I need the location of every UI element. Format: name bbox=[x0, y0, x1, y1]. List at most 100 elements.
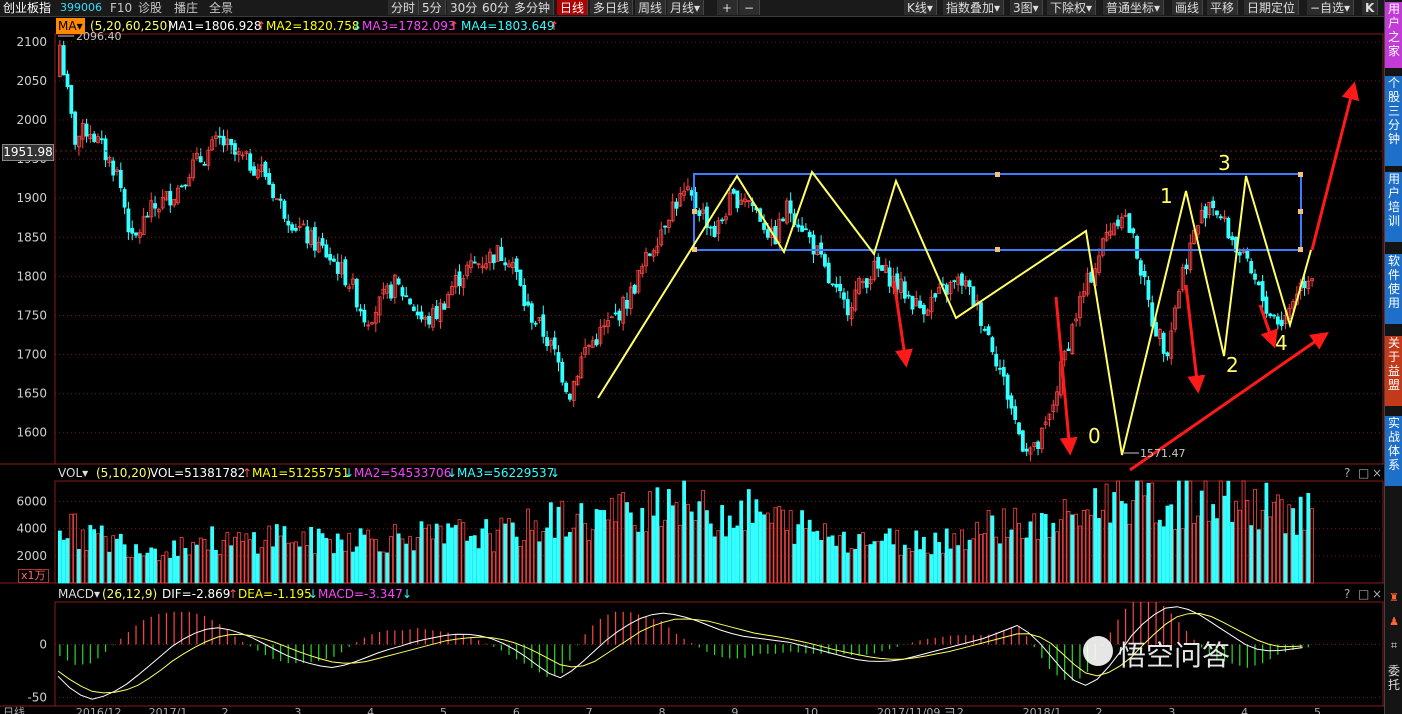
watchlist-dropdown[interactable]: −自选▾ bbox=[1307, 0, 1355, 15]
candle-body bbox=[986, 326, 991, 336]
volume-bar bbox=[1165, 505, 1170, 584]
vol-help-button[interactable]: ? bbox=[1344, 466, 1351, 480]
volume-bar bbox=[255, 553, 260, 584]
volume-bar bbox=[967, 539, 972, 584]
side-tab-user-training[interactable]: 用户培训 bbox=[1385, 172, 1402, 242]
menu-panorama[interactable]: 全景 bbox=[209, 1, 234, 15]
person-icon[interactable]: ♟ bbox=[1389, 615, 1399, 628]
date-locate-button[interactable]: 日期定位 bbox=[1244, 0, 1300, 15]
candle-body bbox=[1123, 214, 1128, 217]
ex-rights-dropdown[interactable]: 下除权▾ bbox=[1047, 0, 1097, 15]
candle-body bbox=[823, 254, 827, 267]
volume-bar bbox=[906, 548, 911, 584]
vol-close-button[interactable]: × bbox=[1372, 466, 1383, 480]
index-overlay-dropdown[interactable]: 指数叠加▾ bbox=[943, 0, 1005, 15]
menu-f10[interactable]: F10 bbox=[110, 1, 133, 15]
volume-bar bbox=[994, 536, 999, 584]
volume-bar bbox=[80, 529, 85, 584]
volume-bar bbox=[507, 518, 511, 584]
pan-button[interactable]: 平移 bbox=[1207, 0, 1239, 15]
crop-icon[interactable]: ⌗ bbox=[1390, 639, 1398, 652]
macd-indicator-button[interactable]: MACD▾ bbox=[58, 587, 100, 601]
volume-bar bbox=[819, 539, 824, 584]
volume-bar bbox=[354, 546, 359, 584]
vol-maximize-button[interactable]: □ bbox=[1358, 466, 1370, 480]
date-axis-label: 10 bbox=[804, 706, 818, 714]
side-tool-order[interactable]: 委托 bbox=[1387, 664, 1400, 692]
volume-bar bbox=[571, 527, 576, 584]
candle-body bbox=[141, 216, 146, 235]
three-charts-dropdown[interactable]: 3图▾ bbox=[1010, 0, 1043, 15]
candle-body bbox=[446, 294, 451, 309]
coordinate-dropdown[interactable]: 普通坐标▾ bbox=[1103, 0, 1165, 15]
volume-bar bbox=[503, 523, 508, 584]
wave-zigzag-line[interactable] bbox=[597, 169, 1312, 456]
volume-bar bbox=[240, 541, 245, 584]
period-60min[interactable]: 60分 bbox=[479, 0, 514, 15]
macd-maximize-button[interactable]: □ bbox=[1358, 587, 1370, 601]
volume-bar bbox=[1222, 495, 1227, 584]
period-minute[interactable]: 分时 bbox=[388, 0, 420, 15]
volume-bar bbox=[495, 529, 500, 584]
candle-body bbox=[183, 184, 188, 187]
candle-body bbox=[438, 302, 443, 323]
volume-bar bbox=[1100, 509, 1105, 584]
period-multi-day[interactable]: 多日线 bbox=[590, 0, 634, 15]
zoom-in-button[interactable]: + bbox=[717, 0, 738, 15]
candle-body bbox=[309, 230, 314, 246]
vol-ma2-value: MA2=54533706 bbox=[354, 466, 452, 480]
candle-body bbox=[1146, 280, 1151, 300]
range-box[interactable] bbox=[692, 172, 1303, 252]
ma-indicator-button[interactable]: MA▾ bbox=[56, 18, 85, 34]
volume-bar bbox=[880, 540, 884, 584]
period-daily[interactable]: 日线 bbox=[557, 0, 589, 15]
candle-body bbox=[293, 227, 298, 231]
candle-body bbox=[434, 306, 439, 319]
volume-bar bbox=[309, 526, 314, 584]
side-tab-stock-3min[interactable]: 个股三分钟 bbox=[1385, 76, 1402, 166]
macd-help-button[interactable]: ? bbox=[1344, 587, 1351, 601]
wave-labels: 0 1 2 3 4 bbox=[1088, 151, 1288, 448]
kline-dropdown[interactable]: K线▾ bbox=[904, 0, 937, 15]
volume-tick-label: 4000 bbox=[16, 522, 47, 536]
candle-body bbox=[902, 281, 907, 299]
menu-bozhuang[interactable]: 播庄 bbox=[174, 1, 199, 15]
candle-body bbox=[887, 267, 892, 287]
candle-body bbox=[872, 260, 877, 280]
volume-bar bbox=[358, 528, 363, 584]
candle-body bbox=[1173, 307, 1177, 330]
side-tab-user-home[interactable]: 用户之家 bbox=[1385, 2, 1402, 68]
k-logo-button[interactable]: K bbox=[1362, 0, 1379, 15]
period-monthly[interactable]: 月线▾ bbox=[667, 0, 705, 15]
candle-body bbox=[362, 309, 367, 323]
candle-body bbox=[533, 322, 538, 325]
candle-body bbox=[1157, 329, 1162, 340]
candle-body bbox=[484, 263, 489, 269]
date-axis-label: 3 bbox=[294, 706, 301, 714]
side-tab-practice-system[interactable]: 实战体系 bbox=[1385, 416, 1402, 486]
macd-close-button[interactable]: × bbox=[1372, 587, 1383, 601]
candle-body bbox=[963, 280, 968, 287]
vol-indicator-button[interactable]: VOL▾ bbox=[58, 466, 89, 480]
period-5min[interactable]: 5分 bbox=[419, 0, 446, 15]
zoom-out-button[interactable]: − bbox=[739, 0, 760, 15]
candlestick-series bbox=[58, 39, 1314, 462]
volume-bar bbox=[864, 544, 869, 584]
candle-body bbox=[122, 189, 127, 208]
volume-bar bbox=[956, 545, 961, 584]
volume-bar bbox=[1009, 529, 1014, 584]
side-tab-about[interactable]: 关于益盟 bbox=[1385, 336, 1402, 406]
period-multi-min[interactable]: 多分钟 bbox=[511, 0, 555, 15]
candle-body bbox=[659, 229, 664, 246]
candle-body bbox=[134, 232, 138, 236]
volume-bar bbox=[164, 551, 169, 584]
period-weekly[interactable]: 周线 bbox=[635, 0, 667, 15]
menu-diagnose[interactable]: 诊股 bbox=[138, 1, 163, 15]
side-tab-software-usage[interactable]: 软件使用 bbox=[1385, 254, 1402, 324]
macd-tick-label: -50 bbox=[27, 691, 47, 705]
draw-line-button[interactable]: 画线 bbox=[1172, 0, 1204, 15]
alarm-icon[interactable]: ♜ bbox=[1389, 591, 1399, 604]
volume-bar bbox=[274, 524, 279, 584]
volume-bar bbox=[1218, 480, 1223, 584]
